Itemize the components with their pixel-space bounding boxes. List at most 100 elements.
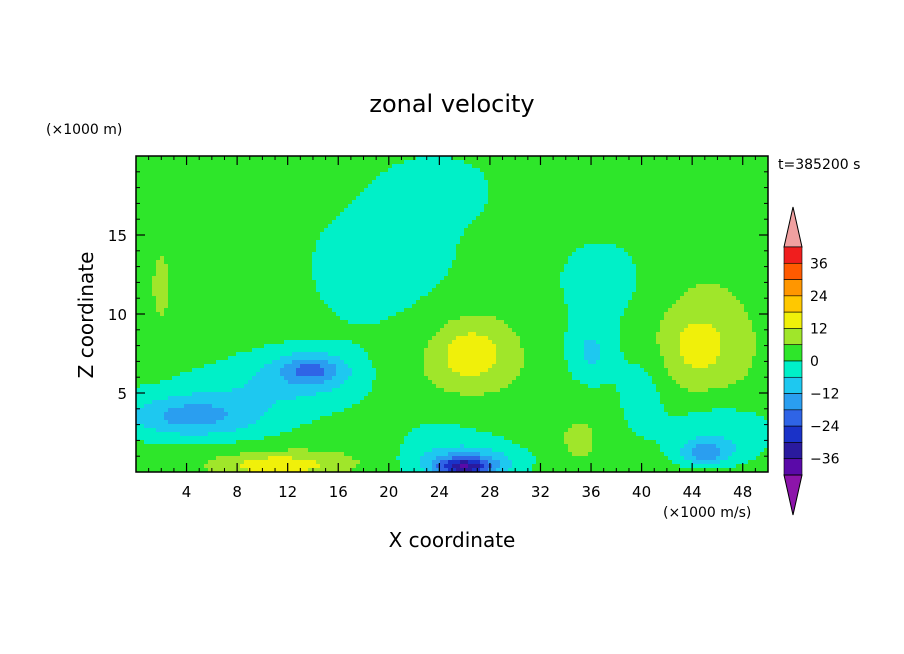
field-cell (276, 220, 281, 225)
field-cell (276, 180, 281, 185)
field-cell (724, 244, 729, 249)
field-cell (680, 276, 685, 281)
field-cell (356, 176, 361, 181)
field-cell (740, 180, 745, 185)
field-cell (616, 200, 621, 205)
field-cell (740, 232, 745, 237)
field-cell (536, 240, 541, 245)
field-cell (468, 164, 473, 169)
field-cell (404, 168, 409, 173)
field-cell (676, 160, 681, 165)
field-cell (732, 172, 737, 177)
field-cell (548, 220, 553, 225)
field-cell (464, 188, 469, 193)
field-cell (140, 192, 145, 197)
field-cell (504, 204, 509, 209)
field-cell (592, 228, 597, 233)
field-cell (304, 248, 309, 253)
field-cell (764, 212, 769, 217)
field-cell (508, 264, 513, 269)
field-cell (452, 268, 457, 273)
field-cell (360, 220, 365, 225)
field-cell (756, 188, 761, 193)
field-cell (356, 276, 361, 281)
field-cell (524, 180, 529, 185)
field-cell (700, 276, 705, 281)
field-cell (144, 224, 149, 229)
field-cell (208, 204, 213, 209)
field-cell (136, 180, 141, 185)
field-cell (352, 276, 357, 281)
field-cell (152, 244, 157, 249)
field-cell (660, 212, 665, 217)
field-cell (576, 180, 581, 185)
field-cell (544, 240, 549, 245)
field-cell (588, 244, 593, 249)
field-cell (744, 180, 749, 185)
field-cell (272, 180, 277, 185)
field-cell (444, 160, 449, 165)
field-cell (400, 280, 405, 285)
field-cell (416, 236, 421, 241)
field-cell (456, 252, 461, 257)
field-cell (624, 268, 629, 273)
field-cell (632, 268, 637, 273)
field-cell (692, 208, 697, 213)
field-cell (764, 252, 769, 257)
field-cell (668, 272, 673, 277)
field-cell (184, 248, 189, 253)
field-cell (536, 184, 541, 189)
field-cell (384, 268, 389, 273)
field-cell (344, 188, 349, 193)
field-cell (528, 232, 533, 237)
field-cell (560, 272, 565, 277)
field-cell (736, 196, 741, 201)
field-cell (332, 176, 337, 181)
field-cell (260, 240, 265, 245)
field-cell (520, 192, 525, 197)
field-cell (160, 244, 165, 249)
field-cell (544, 188, 549, 193)
field-cell (652, 184, 657, 189)
field-cell (384, 204, 389, 209)
field-cell (672, 264, 677, 269)
field-cell (524, 168, 529, 173)
field-cell (468, 280, 473, 285)
field-cell (504, 276, 509, 281)
field-cell (168, 264, 173, 269)
field-cell (424, 268, 429, 273)
field-cell (720, 156, 725, 161)
field-cell (676, 232, 681, 237)
field-cell (536, 212, 541, 217)
field-cell (352, 220, 357, 225)
field-cell (612, 160, 617, 165)
field-cell (740, 172, 745, 177)
field-cell (216, 184, 221, 189)
field-cell (172, 204, 177, 209)
field-cell (364, 248, 369, 253)
field-cell (428, 172, 433, 177)
field-cell (236, 188, 241, 193)
field-cell (428, 156, 433, 161)
field-cell (552, 256, 557, 261)
field-cell (156, 264, 161, 269)
field-cell (564, 196, 569, 201)
field-cell (176, 272, 181, 277)
field-cell (720, 160, 725, 165)
field-cell (568, 228, 573, 233)
field-cell (460, 276, 465, 281)
field-cell (564, 188, 569, 193)
field-cell (344, 196, 349, 201)
field-cell (188, 212, 193, 217)
field-cell (312, 204, 317, 209)
field-cell (408, 276, 413, 281)
field-cell (224, 204, 229, 209)
field-cell (456, 220, 461, 225)
field-cell (272, 244, 277, 249)
field-cell (408, 252, 413, 257)
field-cell (444, 216, 449, 221)
field-cell (176, 160, 181, 165)
field-cell (672, 192, 677, 197)
field-cell (336, 280, 341, 285)
field-cell (512, 272, 517, 277)
